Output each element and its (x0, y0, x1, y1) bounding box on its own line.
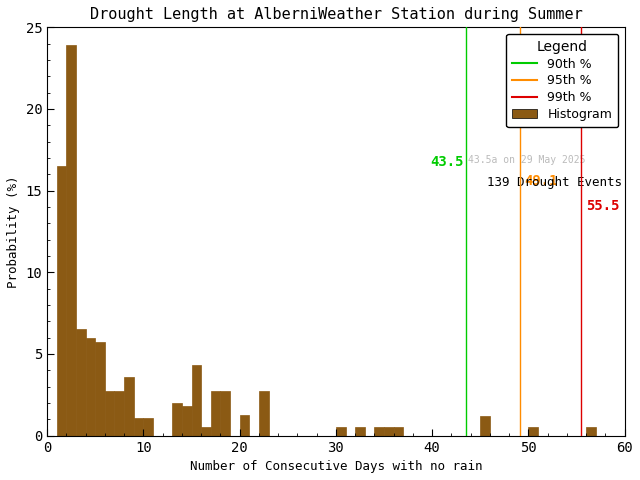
Bar (374, 428, 384, 436)
Bar (76, 329, 86, 436)
Bar (239, 415, 249, 436)
Text: 49.1: 49.1 (525, 174, 558, 188)
Bar (259, 391, 269, 436)
Bar (586, 428, 596, 436)
Bar (355, 428, 365, 436)
Text: 43.5: 43.5 (431, 155, 464, 168)
Bar (336, 428, 346, 436)
Bar (182, 406, 191, 436)
Bar (480, 416, 490, 436)
Bar (211, 391, 220, 436)
Bar (201, 428, 211, 436)
Bar (67, 45, 76, 436)
Bar (105, 391, 115, 436)
Title: Drought Length at AlberniWeather Station during Summer: Drought Length at AlberniWeather Station… (90, 7, 582, 22)
Bar (124, 377, 134, 436)
Bar (134, 418, 143, 436)
Bar (172, 403, 182, 436)
Y-axis label: Probability (%): Probability (%) (7, 175, 20, 288)
Legend: 90th %, 95th %, 99th %, Histogram: 90th %, 95th %, 99th %, Histogram (506, 34, 618, 127)
Text: 139 Drought Events: 139 Drought Events (487, 176, 622, 189)
Bar (57, 166, 67, 436)
X-axis label: Number of Consecutive Days with no rain: Number of Consecutive Days with no rain (189, 460, 482, 473)
Bar (394, 428, 403, 436)
Bar (529, 428, 538, 436)
Text: 43.5a on 29 May 2025: 43.5a on 29 May 2025 (468, 155, 585, 165)
Bar (86, 337, 95, 436)
Bar (95, 342, 105, 436)
Bar (220, 391, 230, 436)
Bar (191, 365, 201, 436)
Bar (143, 418, 153, 436)
Bar (115, 391, 124, 436)
Bar (384, 428, 394, 436)
Text: 55.5: 55.5 (586, 199, 620, 213)
